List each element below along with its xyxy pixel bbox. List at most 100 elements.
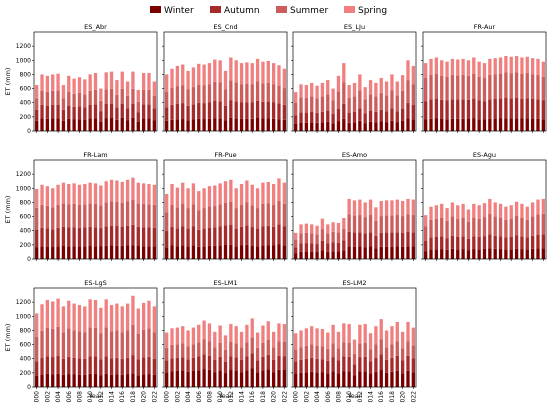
bar-autumn-2009 [342,356,346,372]
bar-summer-2016 [120,88,124,104]
panel-title: ES_Cnd [213,23,237,31]
bar-spring-2002 [45,300,50,328]
bar-winter-2009 [472,118,476,131]
bar-autumn-2021 [406,102,410,119]
bar-autumn-2013 [363,356,367,372]
bar-winter-2010 [477,119,481,131]
bar-summer-2001 [40,90,44,105]
bar-summer-2004 [186,89,190,106]
bar-spring-2001 [429,206,433,220]
bar-spring-2009 [213,59,217,82]
bar-winter-2021 [277,119,281,131]
bar-winter-2012 [229,117,233,131]
x-tick-label: 2006 [325,391,332,403]
bar-autumn-2003 [181,226,185,246]
bar-spring-2006 [326,224,330,234]
bar-spring-2010 [477,61,481,77]
bar-winter-2001 [170,371,174,387]
bar-winter-2006 [67,118,71,131]
bar-winter-2003 [51,246,55,259]
bar-spring-2009 [342,63,346,83]
bar-summer-2016 [379,216,383,233]
bar-spring-2017 [255,188,260,209]
bar-summer-2006 [326,233,330,244]
bar-summer-2019 [266,339,270,355]
bar-winter-2004 [56,118,60,131]
bar-summer-2019 [136,203,140,227]
bar-spring-2009 [472,57,476,74]
x-tick-label: 2000 [164,391,171,403]
bar-summer-2013 [363,217,367,234]
bar-autumn-2019 [525,98,529,119]
bar-spring-2019 [136,182,140,204]
x-tick-label: 2008 [76,391,83,403]
bar-winter-2020 [400,373,405,387]
bar-winter-2004 [315,252,319,259]
bar-spring-2021 [277,323,281,342]
bar-winter-2002 [45,246,50,259]
bar-summer-2011 [93,327,98,357]
x-tick-label: 2014 [239,391,246,403]
bar-autumn-2001 [429,99,433,119]
bar-winter-2019 [266,118,270,131]
bar-winter-2006 [197,118,201,131]
bar-autumn-2018 [520,236,524,250]
bar-autumn-2002 [304,112,309,123]
bar-winter-2001 [170,245,174,259]
bar-spring-2013 [234,60,238,83]
bar-winter-2018 [390,246,394,259]
bar-spring-2001 [429,58,433,75]
bar-summer-2011 [93,89,98,105]
bar-winter-2010 [477,249,481,259]
bar-winter-2014 [368,246,373,259]
bar-winter-2016 [250,118,254,131]
bar-spring-2003 [51,188,55,208]
bar-spring-2019 [266,321,270,340]
bar-autumn-2003 [310,111,314,123]
bar-summer-2011 [223,202,228,226]
bar-winter-2009 [342,250,346,259]
bar-winter-2013 [234,118,238,131]
bar-autumn-2010 [218,101,222,119]
bar-autumn-2012 [488,99,492,119]
bar-summer-2000 [294,239,298,248]
bar-autumn-2015 [115,226,119,246]
bar-spring-2018 [131,295,135,325]
x-tick-label: 2020 [271,391,278,403]
bar-summer-2006 [326,94,330,111]
bar-autumn-2010 [88,104,92,119]
bar-stack-group [294,60,415,131]
bar-summer-2015 [374,344,378,358]
bar-summer-2003 [51,328,55,358]
bar-spring-2022 [282,324,286,342]
bar-summer-2009 [83,332,87,359]
bar-spring-2006 [197,63,201,85]
bar-spring-2009 [83,184,87,205]
bar-summer-2015 [245,202,249,226]
bar-winter-2020 [271,118,276,131]
bar-spring-2014 [239,63,244,85]
bar-spring-2014 [239,331,244,348]
bar-autumn-2014 [368,110,373,122]
bar-autumn-2003 [310,243,314,252]
bar-summer-2010 [347,214,351,232]
panel-frame [163,287,288,388]
bar-summer-2010 [218,204,222,227]
panel-title: ES-Agu [473,151,496,159]
bar-spring-2020 [141,302,146,330]
bar-summer-2003 [51,207,55,230]
bar-autumn-2008 [466,99,471,119]
bar-summer-2007 [202,208,206,229]
bar-winter-2004 [315,372,319,387]
bar-autumn-2004 [315,112,319,123]
bar-summer-2006 [197,210,201,230]
bar-winter-2015 [115,374,119,387]
bar-winter-2002 [45,373,50,387]
panel-frame [163,31,288,132]
legend-label-spring: Spring [358,6,387,16]
bar-autumn-2020 [141,104,146,119]
bar-spring-2003 [51,74,55,91]
bar-autumn-2009 [213,101,217,119]
bar-winter-2012 [358,120,362,131]
